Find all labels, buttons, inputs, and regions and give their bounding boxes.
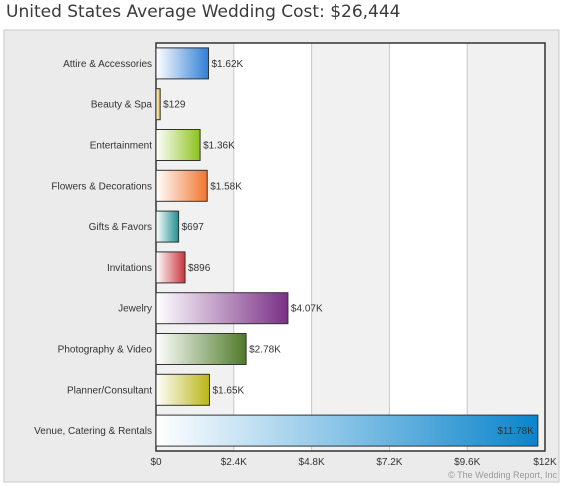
bar bbox=[155, 292, 289, 325]
grid-lines bbox=[233, 43, 468, 451]
bar bbox=[155, 88, 161, 121]
category-label: Beauty & Spa bbox=[91, 100, 153, 111]
x-tick-labels: $0 $2.4K $4.8K $7.2K $9.6K $12K bbox=[150, 457, 557, 468]
value-label: $11.78K bbox=[497, 426, 534, 437]
value-label: $1.36K bbox=[203, 141, 235, 152]
x-tick-label: $9.6K bbox=[454, 457, 480, 468]
category-label: Planner/Consultant bbox=[67, 385, 152, 396]
value-label: $1.62K bbox=[212, 59, 244, 70]
x-tick-label: $7.2K bbox=[376, 457, 402, 468]
x-tick-label: $2.4K bbox=[221, 457, 247, 468]
chart-title: United States Average Wedding Cost: $26,… bbox=[6, 2, 401, 22]
credit-text: © The Wedding Report, Inc bbox=[448, 470, 557, 480]
x-tick-label: $0 bbox=[150, 457, 162, 468]
plot-band bbox=[467, 43, 545, 451]
plot-bands bbox=[156, 43, 545, 451]
category-label: Entertainment bbox=[90, 141, 152, 152]
value-label: $129 bbox=[163, 100, 186, 111]
bar bbox=[155, 210, 180, 243]
category-label: Venue, Catering & Rentals bbox=[34, 426, 152, 437]
category-labels: Attire & Accessories Beauty & Spa Entertai… bbox=[34, 59, 152, 437]
category-label: Jewelry bbox=[118, 304, 152, 315]
x-tick-label: $4.8K bbox=[299, 457, 325, 468]
value-label: $697 bbox=[182, 222, 205, 233]
category-label: Photography & Video bbox=[58, 345, 153, 356]
plot-band bbox=[311, 43, 390, 451]
bar bbox=[155, 333, 247, 365]
category-label: Gifts & Favors bbox=[89, 222, 152, 233]
value-label: $4.07K bbox=[291, 304, 323, 315]
bar bbox=[155, 373, 210, 406]
value-label: $1.65K bbox=[212, 385, 244, 396]
bar bbox=[155, 47, 210, 80]
category-label: Flowers & Decorations bbox=[51, 181, 152, 192]
category-label: Attire & Accessories bbox=[63, 59, 152, 70]
plot-border bbox=[155, 42, 546, 452]
bars bbox=[155, 47, 539, 447]
value-label: $2.78K bbox=[249, 345, 281, 356]
bar bbox=[155, 414, 539, 447]
x-tick-label: $12K bbox=[533, 457, 557, 468]
plot-band bbox=[233, 43, 312, 451]
bar bbox=[155, 251, 186, 284]
plot-band bbox=[389, 43, 468, 451]
category-label: Invitations bbox=[107, 263, 152, 274]
bar bbox=[155, 169, 208, 202]
bar bbox=[155, 129, 201, 161]
value-label: $1.58K bbox=[210, 181, 242, 192]
value-labels: $1.62K $129 $1.36K $1.58K $697 $896 $4.07K $2.7… bbox=[163, 59, 534, 437]
value-label: $896 bbox=[188, 263, 211, 274]
